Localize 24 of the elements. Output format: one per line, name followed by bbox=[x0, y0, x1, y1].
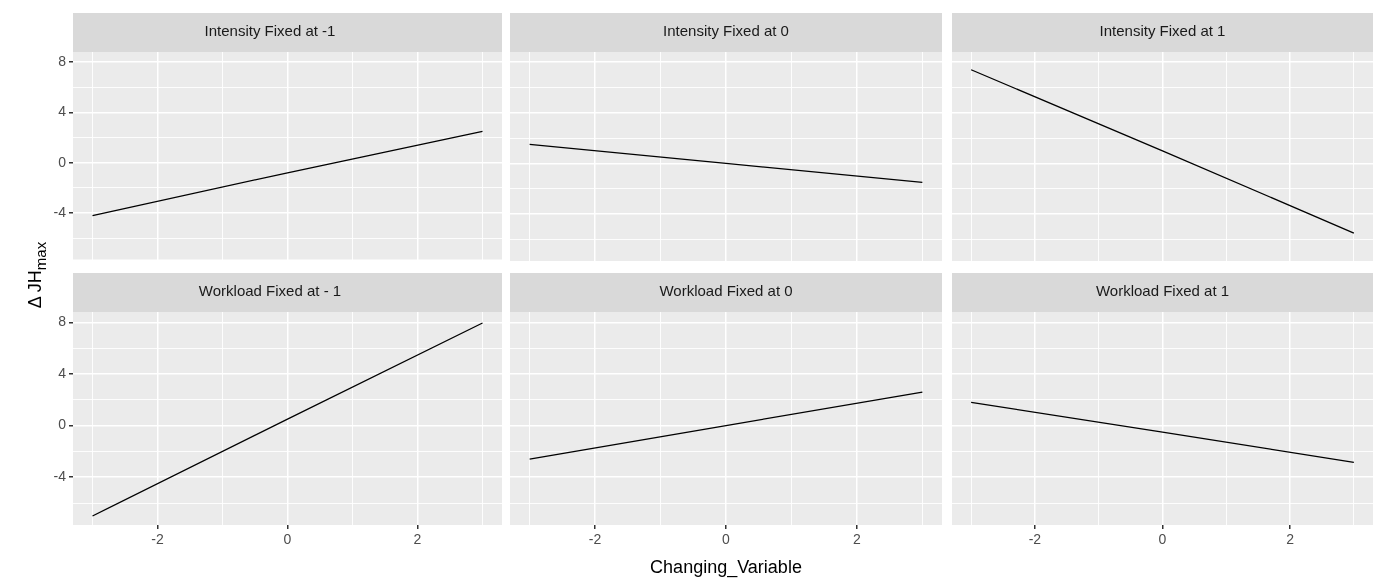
y-tick-label: 8 bbox=[58, 313, 67, 330]
y-tick-label: 0 bbox=[58, 153, 67, 170]
x-tick-label: 0 bbox=[722, 531, 731, 548]
x-tick-label: 0 bbox=[1158, 531, 1167, 548]
x-tick-label: 2 bbox=[413, 531, 422, 548]
chart-title: Intensity Fixed at -1 bbox=[204, 22, 336, 40]
y-tick-label: 4 bbox=[58, 364, 67, 381]
x-tick-label: -2 bbox=[151, 531, 164, 548]
x-axis-title: Changing_Variable bbox=[650, 557, 802, 578]
x-tick-label: -2 bbox=[1028, 531, 1042, 548]
x-tick-label: 2 bbox=[1286, 531, 1295, 548]
chart-title: Workload Fixed at 0 bbox=[659, 282, 793, 300]
chart-title: Workload Fixed at 1 bbox=[1095, 282, 1230, 300]
x-tick-label: 0 bbox=[283, 531, 292, 548]
y-tick-label: 0 bbox=[58, 416, 67, 433]
y-tick-label: -4 bbox=[53, 203, 67, 220]
chart-title: Intensity Fixed at 0 bbox=[663, 22, 789, 40]
chart-title: Workload Fixed at - 1 bbox=[198, 282, 342, 300]
y-tick-label: 8 bbox=[58, 52, 67, 69]
y-tick-label: 4 bbox=[58, 103, 67, 120]
x-tick-label: 2 bbox=[853, 531, 862, 548]
x-tick-label: -2 bbox=[588, 531, 602, 548]
chart-title: Intensity Fixed at 1 bbox=[1099, 22, 1226, 40]
y-tick-label: -4 bbox=[53, 468, 67, 485]
